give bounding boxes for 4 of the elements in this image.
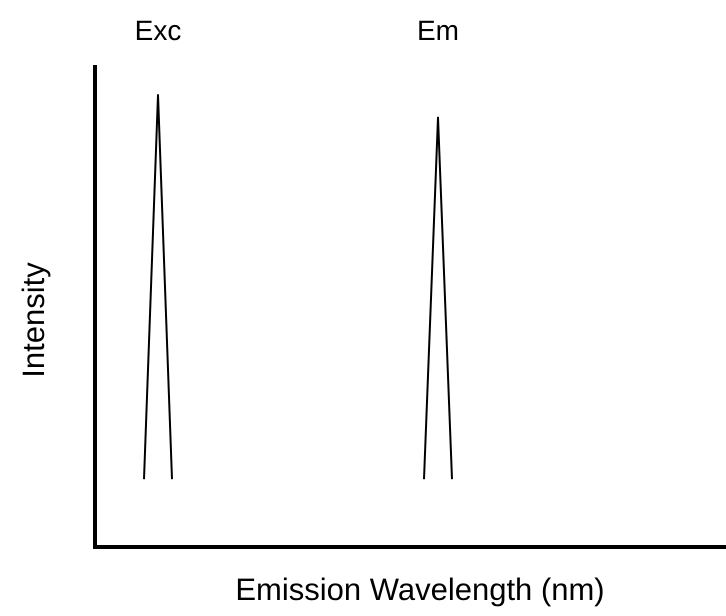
- y-axis-title: Intensity: [16, 262, 51, 378]
- text: Em: [417, 15, 459, 46]
- x-axis-title: Emission Wavelength (nm): [235, 572, 605, 607]
- series-label: Exc: [134, 15, 182, 46]
